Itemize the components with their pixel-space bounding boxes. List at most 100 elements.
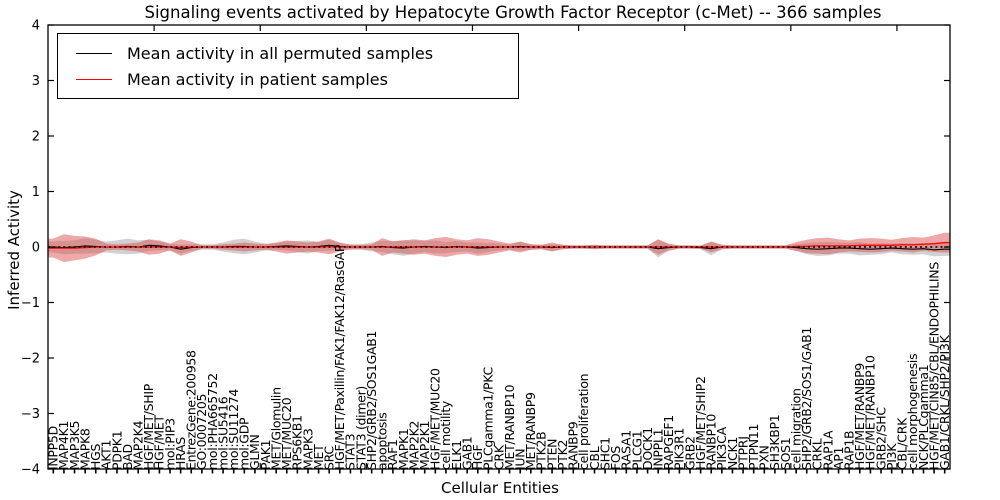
legend-item-permuted: Mean activity in all permuted samples: [58, 44, 518, 63]
x-tick-label: MET/Glomulin: [268, 387, 283, 470]
x-tick-label: cell migration: [788, 388, 803, 470]
x-tick-label: HGF/MET/RANBP10: [863, 355, 878, 470]
legend: Mean activity in all permuted samples Me…: [57, 33, 519, 99]
legend-item-patient: Mean activity in patient samples: [58, 70, 518, 89]
x-tick-label: MAPK8: [77, 428, 92, 470]
x-tick-label: HGS: [88, 444, 103, 470]
x-tick-label: RANBP10: [704, 414, 719, 470]
y-tick-label: 3: [32, 74, 40, 89]
x-tick-label: PI3K: [884, 443, 899, 470]
x-tick-label: PLCG1: [629, 431, 644, 470]
x-tick-label: PXN: [757, 445, 772, 470]
x-tick-label: SHC1: [597, 437, 612, 470]
x-tick-label: GRB2: [682, 436, 697, 470]
y-tick-label: 4: [32, 19, 40, 34]
x-tick-label: INPP5D: [46, 426, 61, 470]
x-tick-label: MAP2K4: [131, 420, 146, 470]
x-tick-label: STAT3 (dimer): [353, 386, 368, 470]
x-tick-label: ELK1: [449, 440, 464, 470]
x-tick-label: SRC: [322, 446, 337, 470]
y-tick-label: −2: [21, 352, 40, 367]
chart-title: Signaling events activated by Hepatocyte…: [144, 3, 882, 22]
x-tick-label: EntrezGene:200958: [184, 350, 199, 470]
x-tick-label: CRKL: [810, 438, 825, 470]
x-tick-label: GLMN: [247, 434, 262, 470]
y-tick-label: −4: [21, 463, 40, 478]
x-tick-label: SHP2/GRB2/SOS1GAB1: [364, 331, 379, 470]
x-tick-label: RAPGEF1: [661, 415, 676, 470]
x-tick-label: INPPL1: [650, 429, 665, 470]
x-tick-label: BAD: [120, 444, 135, 470]
x-tick-label: MET: [311, 444, 326, 470]
x-tick-label: apoptosis: [375, 412, 390, 470]
y-tick-label: −3: [21, 407, 40, 422]
x-tick-label: DOCK1: [640, 427, 655, 470]
x-tick-label: MET/MUC20: [279, 397, 294, 470]
x-tick-label: PTK2B: [534, 432, 549, 470]
legend-label-patient: Mean activity in patient samples: [127, 69, 388, 89]
x-tick-label: PTPN11: [746, 424, 761, 470]
x-tick-label: RASA1: [619, 430, 634, 470]
x-tick-label: PIK3R1: [672, 428, 687, 470]
x-tick-label: MAP2K2: [406, 421, 421, 470]
x-tick-label: SH3KBP1: [767, 415, 782, 470]
x-tick-label: RPS6KB1: [290, 415, 305, 470]
x-tick-label: AKT1: [99, 440, 114, 470]
x-tick-label: mol:SU5416: [215, 396, 230, 470]
x-tick-label: GAB1/CRKL/SHP2/PI3K: [937, 334, 952, 470]
y-tick-label: 1: [32, 185, 40, 200]
x-tick-label: cell motility: [438, 400, 453, 470]
x-tick-label: SOS1: [778, 438, 793, 470]
x-tick-label: MAPK3: [300, 428, 315, 470]
x-tick-label: RANBP9: [566, 421, 581, 470]
x-tick-label: cell proliferation: [576, 374, 591, 470]
x-tick-label: HGF/MET/Paxillin/FAK1/FAK12/RasGAP: [332, 244, 347, 470]
x-tick-label: STAT3: [343, 434, 358, 470]
x-tick-label: HGF/MET/SHIP: [141, 383, 156, 470]
x-tick-label: PLCgamma1/PKC: [481, 367, 496, 470]
x-tick-label: RAP1A: [820, 430, 835, 470]
x-tick-label: PTPRJ: [735, 436, 750, 470]
x-tick-label: mol:SU11274: [226, 389, 241, 470]
x-tick-label: mol:PHA665752: [205, 373, 220, 470]
x-tick-label: MET/RANBP10: [502, 384, 517, 470]
x-tick-label: MAP4K1: [56, 421, 71, 470]
x-tick-label: NCK/PLCgamma1: [916, 365, 931, 470]
x-tick-label: PIK3CA: [714, 426, 729, 470]
x-tick-label: HRAS: [173, 437, 188, 470]
x-tick-label: PDPK1: [109, 431, 124, 470]
x-tick-label: HGF/MET/SHIP2: [693, 376, 708, 470]
x-tick-label: CBL: [587, 446, 602, 470]
x-tick-label: HGF/MET/CIN85/CBL/ENDOPHILINS: [926, 262, 941, 470]
x-tick-label: NCK1: [725, 437, 740, 470]
x-tick-label: MAP3K5: [67, 421, 82, 470]
x-tick-label: GAB1: [459, 436, 474, 470]
x-tick-label: CRK: [491, 444, 506, 470]
x-tick-label: CBL/CRK: [895, 417, 910, 470]
y-tick-label: 0: [32, 241, 40, 256]
x-tick-label: GO:0007205: [194, 394, 209, 470]
x-tick-label: mol:PIP3: [162, 418, 177, 470]
x-tick-label: mol:GDP: [237, 417, 252, 470]
x-tick-label: RAP1B: [841, 431, 856, 470]
x-tick-label: MAP2K1: [417, 421, 432, 470]
x-tick-label: PTK2: [555, 440, 570, 470]
patient-line-swatch: [76, 78, 112, 80]
x-tick-label: cell morphogenesis: [905, 354, 920, 470]
x-axis-label: Cellular Entities: [441, 479, 559, 497]
x-tick-label: HGF: [470, 445, 485, 470]
x-tick-label: PAK1: [258, 440, 273, 470]
x-tick-label: GRB2/SHC: [873, 407, 888, 470]
y-tick-label: 2: [32, 130, 40, 145]
legend-label-permuted: Mean activity in all permuted samples: [127, 43, 434, 63]
x-tick-label: HGF/MET/RANBP9: [852, 363, 867, 470]
x-tick-label: JUN: [513, 449, 528, 471]
x-tick-label: HGF/MET/MUC20: [428, 368, 443, 470]
x-tick-label: FOS: [608, 446, 623, 470]
permuted-line-swatch: [76, 52, 112, 54]
y-tick-label: −1: [21, 296, 40, 311]
x-tick-label: SHP2/GRB2/SOS1/GAB1: [799, 327, 814, 470]
x-tick-label: MET/RANBP9: [523, 392, 538, 470]
